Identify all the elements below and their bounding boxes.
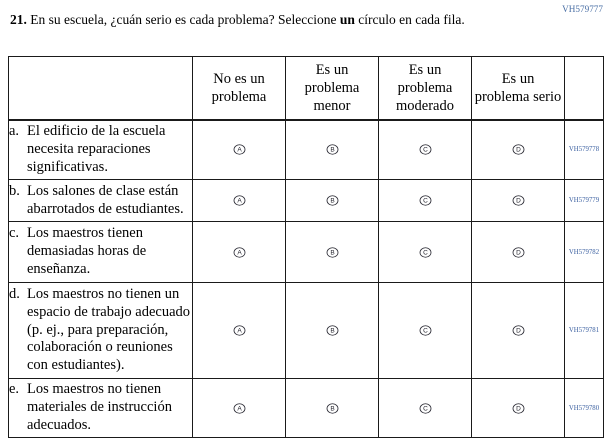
svg-text:A: A [237,249,242,256]
svg-text:B: B [330,198,334,205]
svg-text:C: C [423,405,428,412]
svg-text:D: D [516,328,521,335]
svg-text:C: C [423,328,428,335]
svg-text:B: B [330,405,334,412]
svg-text:D: D [516,147,521,154]
svg-text:D: D [516,249,521,256]
svg-text:C: C [423,249,428,256]
svg-text:C: C [423,147,428,154]
svg-text:A: A [237,405,242,412]
svg-text:B: B [330,249,334,256]
svg-text:D: D [516,198,521,205]
svg-text:A: A [237,198,242,205]
svg-text:C: C [423,198,428,205]
svg-text:B: B [330,147,334,154]
svg-text:A: A [237,328,242,335]
svg-text:B: B [330,328,334,335]
svg-text:A: A [237,147,242,154]
svg-text:D: D [516,405,521,412]
